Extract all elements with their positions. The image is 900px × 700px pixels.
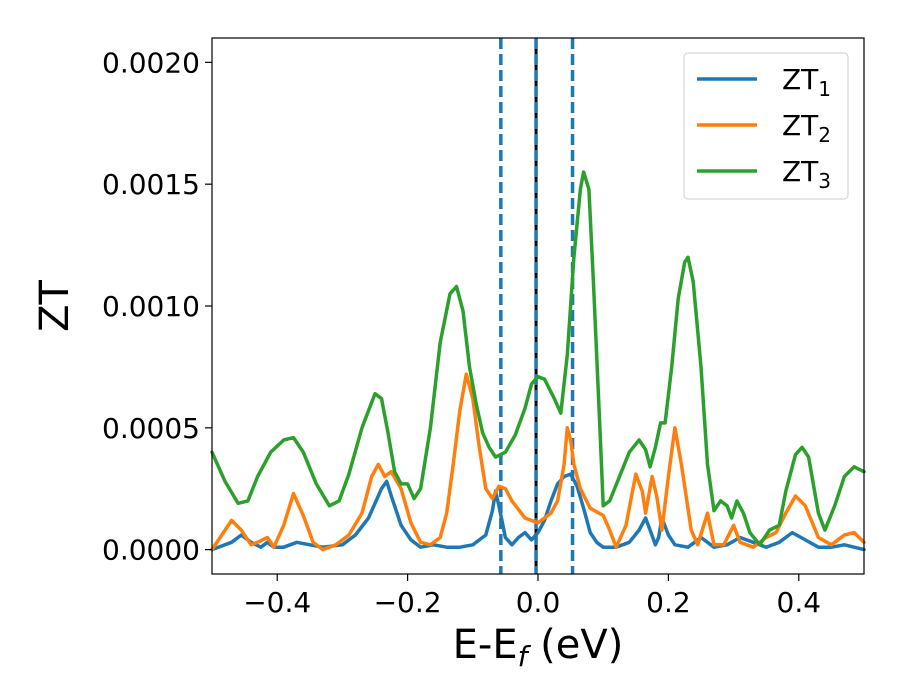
series-lines [210, 170, 866, 552]
series-line-2 [210, 372, 866, 552]
y-axis-label: ZT [32, 280, 78, 332]
y-tick-label-0: 0.0000 [102, 534, 200, 567]
y-tick-label-2: 0.0010 [102, 290, 200, 323]
legend-label-1: ZT1 [782, 63, 831, 101]
x-tick-label-2: 0.0 [516, 586, 561, 619]
y-axis: 0.0000 0.0005 0.0010 0.0015 0.0020 [102, 46, 212, 567]
legend-label-2: ZT2 [782, 109, 831, 147]
x-tick-label-0: −0.4 [243, 586, 311, 619]
x-tick-label-1: −0.2 [374, 586, 442, 619]
y-tick-label-4: 0.0020 [102, 46, 200, 79]
series-line-1 [210, 472, 866, 552]
series-line-3 [210, 170, 866, 547]
x-axis: −0.4 −0.2 0.0 0.2 0.4 [243, 574, 821, 619]
reference-lines [499, 38, 575, 574]
x-axis-label: E-Ef (eV) [453, 622, 624, 673]
x-tick-label-3: 0.2 [646, 586, 691, 619]
legend: ZT1 ZT2 ZT3 [683, 52, 849, 200]
legend-label-3: ZT3 [782, 155, 831, 193]
legend-frame [683, 52, 849, 200]
y-tick-label-3: 0.0015 [102, 168, 200, 201]
x-tick-label-4: 0.4 [777, 586, 822, 619]
y-tick-label-1: 0.0005 [102, 412, 200, 445]
